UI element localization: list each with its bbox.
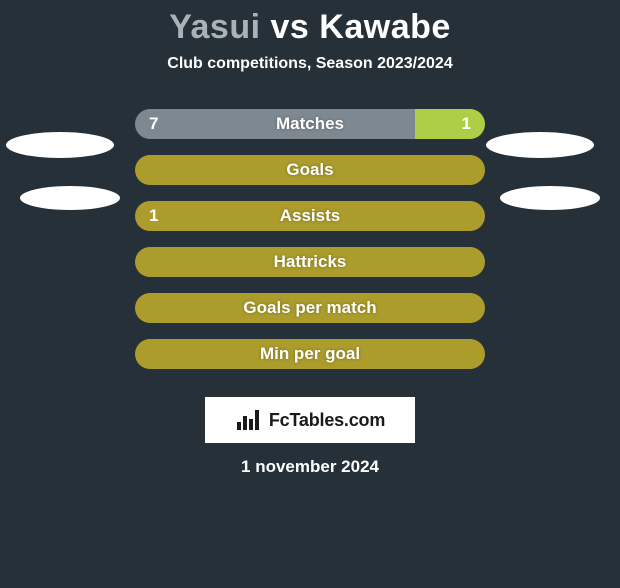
title-player2: Kawabe bbox=[319, 8, 451, 46]
title-vs: vs bbox=[271, 8, 310, 46]
bar-left bbox=[135, 247, 485, 277]
logo-text: FcTables.com bbox=[269, 410, 385, 431]
bar-left bbox=[135, 293, 485, 323]
player-marker bbox=[486, 132, 594, 158]
fctables-logo: FcTables.com bbox=[205, 397, 415, 443]
title-player1: Yasui bbox=[169, 8, 260, 46]
chart-icon bbox=[235, 408, 263, 432]
player-marker bbox=[20, 186, 120, 210]
stat-row: Hattricks bbox=[0, 239, 620, 285]
stat-row: Min per goal bbox=[0, 331, 620, 377]
stat-bar: Min per goal bbox=[135, 339, 485, 369]
subtitle: Club competitions, Season 2023/2024 bbox=[0, 55, 620, 73]
bar-left bbox=[135, 201, 485, 231]
stat-bar: Hattricks bbox=[135, 247, 485, 277]
player-marker bbox=[6, 132, 114, 158]
stat-bar: Goals per match bbox=[135, 293, 485, 323]
date-text: 1 november 2024 bbox=[0, 457, 620, 477]
stat-bar: Assists1 bbox=[135, 201, 485, 231]
stat-bar: Matches71 bbox=[135, 109, 485, 139]
page-title: Yasui vs Kawabe bbox=[0, 8, 620, 47]
stat-bar: Goals bbox=[135, 155, 485, 185]
bar-left bbox=[135, 339, 485, 369]
player-marker bbox=[500, 186, 600, 210]
stat-row: Goals per match bbox=[0, 285, 620, 331]
bar-left bbox=[135, 155, 485, 185]
bar-right bbox=[415, 109, 485, 139]
bar-left bbox=[135, 109, 415, 139]
